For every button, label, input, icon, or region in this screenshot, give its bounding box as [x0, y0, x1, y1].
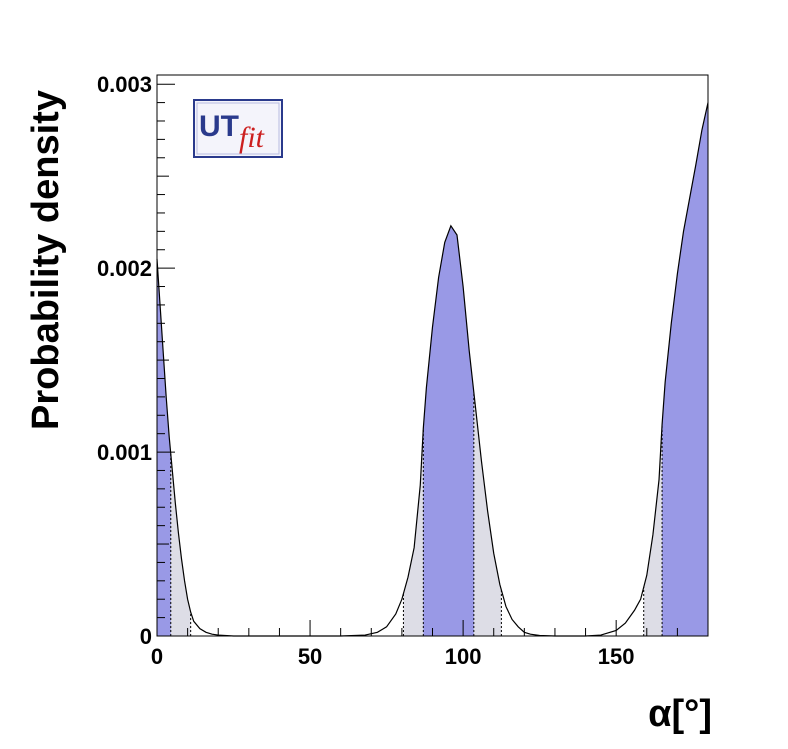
ticks-group: [156, 83, 709, 637]
y-tick-label-3: 0.003: [97, 72, 152, 97]
logo-text-main: UT: [199, 110, 239, 143]
y-tick-labels: 0 0.001 0.002 0.003: [97, 72, 152, 649]
utfit-logo: UT fit: [193, 99, 283, 158]
band-68-0: [157, 258, 171, 636]
pdf-curve: [156, 102, 709, 637]
x-axis-title: α[°]: [648, 693, 712, 735]
y-tick-label-1: 0.001: [97, 440, 152, 465]
y-tick-label-2: 0.002: [97, 256, 152, 281]
x-tick-labels: 0 50 100 150: [151, 644, 635, 669]
band-68-group: [157, 102, 708, 637]
x-tick-label-2: 100: [445, 644, 482, 669]
x-tick-label-1: 50: [298, 644, 322, 669]
logo-inner-frame: [196, 102, 280, 155]
band-68-1: [423, 226, 474, 637]
x-tick-label-3: 150: [598, 644, 635, 669]
band-68-2: [662, 102, 708, 637]
x-tick-label-0: 0: [151, 644, 163, 669]
logo-text-sub: fit: [239, 121, 265, 154]
logo-frame: [193, 99, 283, 158]
band-dividers-group: [170, 392, 663, 636]
y-tick-label-0: 0: [140, 624, 152, 649]
y-axis-title: Probability density: [25, 90, 67, 430]
